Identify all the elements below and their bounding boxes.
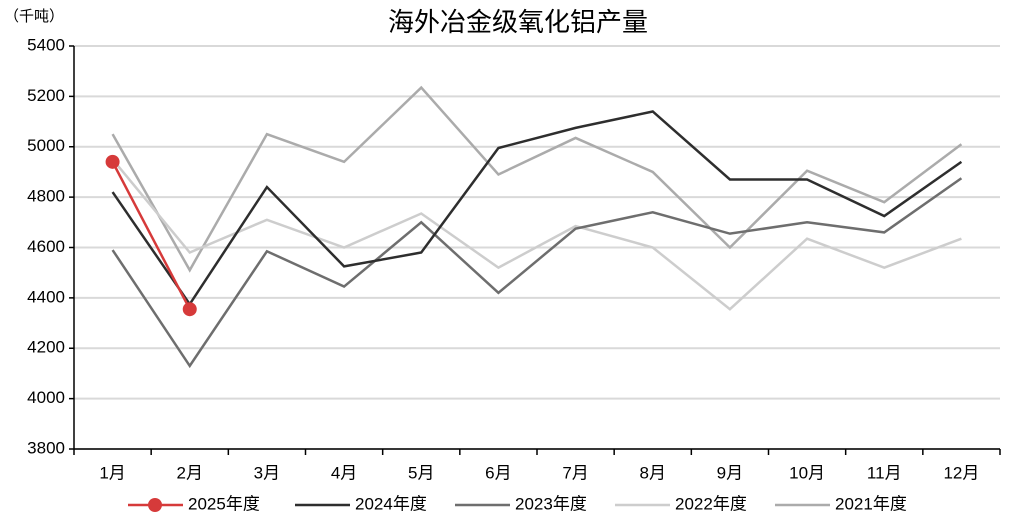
legend-label: 2023年度: [515, 494, 587, 513]
series-line: [111, 158, 962, 311]
legend-label: 2024年度: [355, 494, 427, 513]
y-tick-label: 4000: [27, 388, 65, 407]
point: [105, 154, 120, 169]
x-tick-label: 1月: [99, 463, 125, 482]
y-tick-label: 4200: [27, 338, 65, 357]
y-tick-label: 4800: [27, 187, 65, 206]
series-line: [111, 110, 963, 307]
y-tick-label: 5400: [27, 35, 65, 54]
legend-label: 2021年度: [835, 494, 907, 513]
series-line: [111, 161, 191, 310]
legend-label: 2025年度: [188, 494, 260, 513]
x-tick-label: 6月: [485, 463, 511, 482]
x-tick-label: 9月: [717, 463, 743, 482]
x-tick-label: 2月: [177, 463, 203, 482]
y-tick-label: 5000: [27, 136, 65, 155]
legend-marker: [148, 498, 162, 512]
unit-label: （千吨）: [4, 8, 64, 25]
x-tick-label: 3月: [254, 463, 280, 482]
x-tick-label: 12月: [943, 463, 979, 482]
x-tick-label: 5月: [408, 463, 434, 482]
x-tick-label: 11月: [867, 463, 902, 482]
chart-title: 海外冶金级氧化铝产量: [388, 8, 648, 38]
legend-label: 2022年度: [675, 494, 747, 513]
x-tick-label: 7月: [562, 463, 588, 482]
x-tick-label: 10月: [789, 463, 825, 482]
x-tick-label: 4月: [331, 463, 357, 482]
series-line: [111, 177, 963, 369]
series-line: [111, 85, 963, 273]
x-tick-label: 8月: [640, 463, 666, 482]
y-tick-label: 3800: [27, 438, 65, 457]
y-tick-label: 5200: [27, 86, 65, 105]
y-tick-label: 4600: [27, 237, 65, 256]
point: [182, 302, 197, 317]
y-tick-label: 4400: [27, 287, 65, 306]
